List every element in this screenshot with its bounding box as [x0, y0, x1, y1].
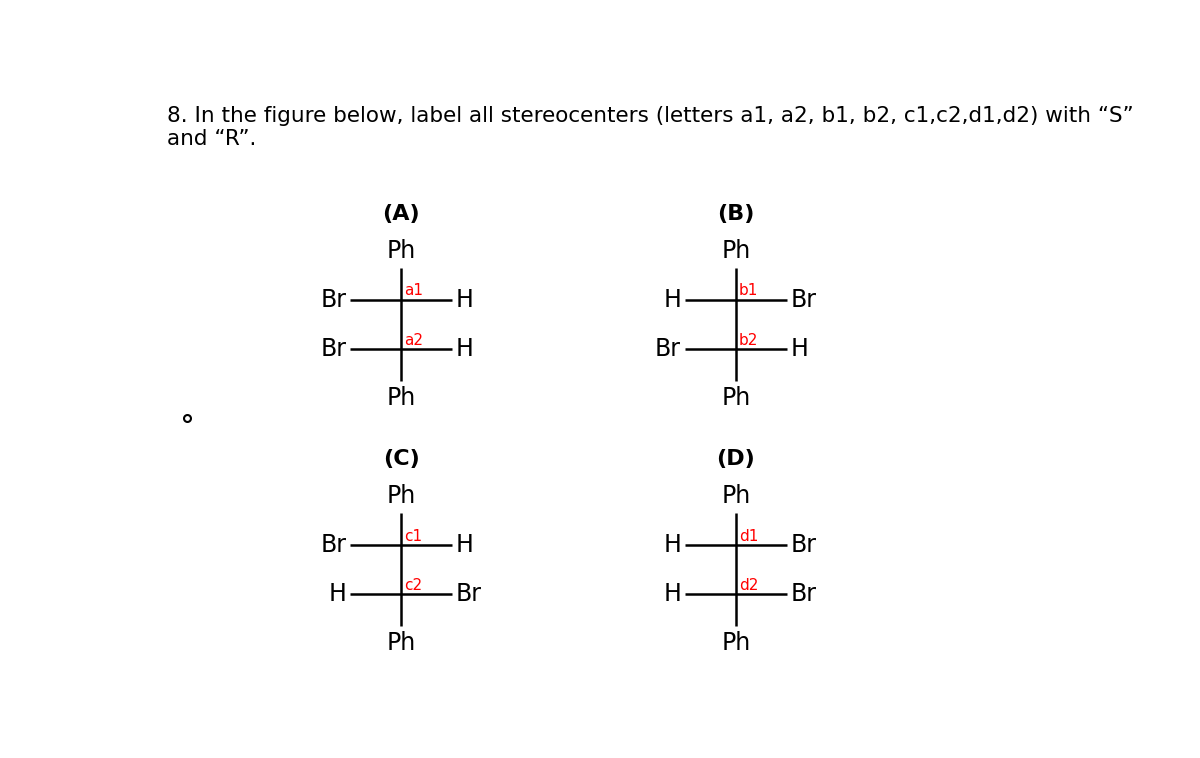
Text: H: H [456, 337, 474, 362]
Text: Ph: Ph [386, 239, 415, 263]
Text: Br: Br [320, 287, 347, 312]
Text: Br: Br [791, 582, 817, 606]
Text: Br: Br [791, 533, 817, 557]
Text: H: H [456, 533, 474, 557]
Text: (D): (D) [716, 449, 755, 469]
Text: Ph: Ph [721, 631, 750, 655]
Text: Ph: Ph [386, 631, 415, 655]
Text: Br: Br [320, 337, 347, 362]
Text: Br: Br [655, 337, 682, 362]
Text: H: H [456, 287, 474, 312]
Text: (C): (C) [383, 449, 420, 469]
Text: Ph: Ph [721, 386, 750, 410]
Text: d1: d1 [739, 528, 758, 543]
Text: H: H [329, 582, 347, 606]
Text: (A): (A) [383, 204, 420, 224]
Text: d2: d2 [739, 578, 758, 594]
Text: Br: Br [791, 287, 817, 312]
Text: H: H [664, 582, 682, 606]
Text: H: H [664, 533, 682, 557]
Text: Ph: Ph [721, 484, 750, 508]
Text: Ph: Ph [386, 484, 415, 508]
Text: Br: Br [320, 533, 347, 557]
Text: b1: b1 [739, 283, 758, 299]
Text: b2: b2 [739, 333, 758, 348]
Text: (B): (B) [718, 204, 755, 224]
Text: H: H [791, 337, 809, 362]
Text: c1: c1 [404, 528, 422, 543]
Text: Ph: Ph [386, 386, 415, 410]
Text: 8. In the figure below, label all stereocenters (letters a1, a2, b1, b2, c1,c2,d: 8. In the figure below, label all stereo… [167, 105, 1133, 126]
Text: and “R”.: and “R”. [167, 129, 256, 149]
Text: c2: c2 [404, 578, 422, 594]
Text: a1: a1 [404, 283, 422, 299]
Text: Br: Br [456, 582, 482, 606]
Text: H: H [664, 287, 682, 312]
Text: a2: a2 [404, 333, 422, 348]
Text: Ph: Ph [721, 239, 750, 263]
